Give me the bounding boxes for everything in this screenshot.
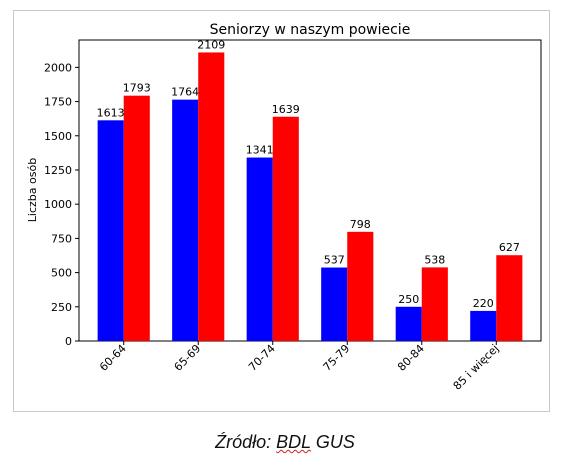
x-tick-label: 65-69 (172, 342, 204, 374)
bar-value-label: 537 (324, 254, 345, 267)
x-tick-label: 70-74 (246, 342, 278, 374)
x-tick-label: 80-84 (395, 342, 427, 374)
bar-blue (97, 120, 124, 341)
y-tick-label: 2000 (44, 61, 72, 74)
x-tick-label: 60-64 (97, 342, 129, 374)
bar-red (123, 95, 150, 341)
source-caption: Źródło: BDL GUS (0, 432, 570, 453)
caption-suffix: GUS (310, 432, 355, 452)
y-axis-label: Liczba osób (26, 158, 39, 222)
bar-red (347, 231, 374, 341)
y-tick-label: 1500 (44, 130, 72, 143)
bar-value-label: 1793 (123, 82, 151, 95)
chart-title: Seniorzy w naszym powiecie (210, 22, 411, 38)
bar-blue (172, 99, 199, 341)
bar-value-label: 627 (499, 241, 520, 254)
bar-blue (321, 267, 348, 341)
y-tick-label: 250 (51, 301, 72, 314)
bar-value-label: 798 (350, 218, 371, 231)
y-tick-label: 1250 (44, 164, 72, 177)
y-tick-label: 1750 (44, 96, 72, 109)
bar-value-label: 1613 (97, 106, 125, 119)
x-tick-label: 85 i więcej (451, 342, 502, 393)
plot-area-border (78, 39, 542, 342)
y-tick-label: 0 (65, 335, 72, 348)
bar-value-label: 1341 (246, 144, 274, 157)
caption-source-link: BDL (276, 432, 311, 452)
y-tick-label: 1000 (44, 198, 72, 211)
bar-value-label: 1764 (171, 86, 199, 99)
bar-value-label: 2109 (197, 38, 225, 51)
bar-red (272, 116, 299, 341)
y-tick-label: 500 (51, 267, 72, 280)
bar-red (496, 255, 523, 341)
bar-value-label: 538 (424, 253, 445, 266)
bar-blue (246, 157, 273, 341)
bar-chart: 0 250 500 750 1000 1250 1500 1750 2000 60-64 65-69… (26, 22, 542, 393)
y-tick-label: 750 (51, 232, 72, 245)
bar-value-label: 220 (473, 297, 494, 310)
bar-red (198, 52, 225, 342)
x-tick-label: 75-79 (321, 342, 353, 374)
caption-prefix: Źródło: (215, 432, 277, 452)
bar-red (421, 267, 448, 341)
bar-blue (470, 310, 497, 341)
bar-value-label: 1639 (272, 103, 300, 116)
bar-blue (395, 306, 422, 341)
bar-value-label: 250 (398, 293, 419, 306)
